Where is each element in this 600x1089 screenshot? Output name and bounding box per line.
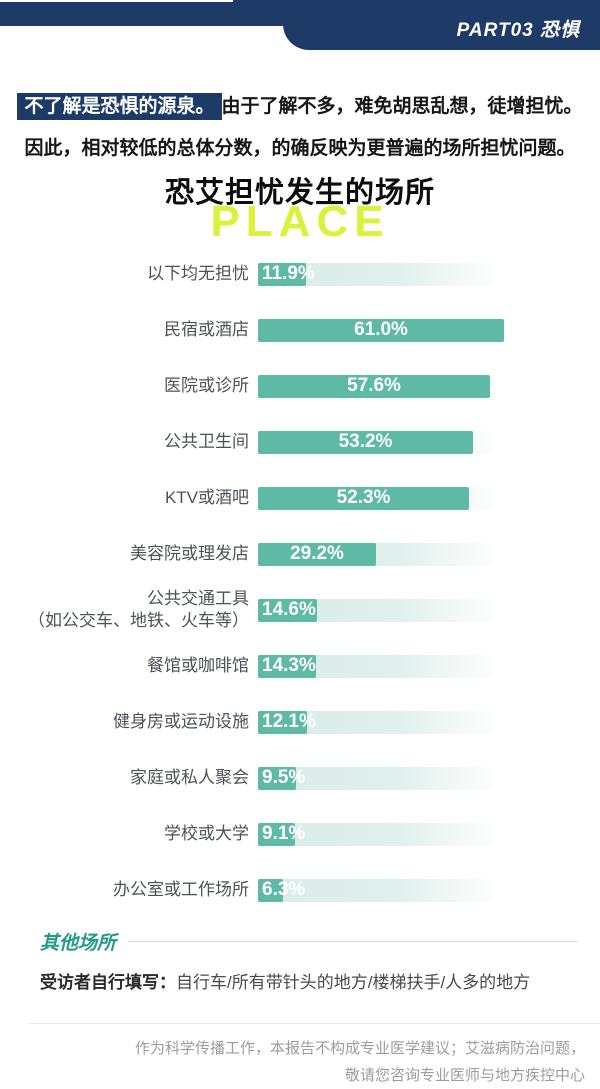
bar-track: 11.9% xyxy=(258,262,510,286)
bar-row: 医院或诊所 57.6% xyxy=(0,358,600,414)
bar-row: 以下均无担忧 11.9% xyxy=(0,246,600,302)
chart-title-block: PLACE 恐艾担忧发生的场所 xyxy=(0,174,600,246)
bar-row: 家庭或私人聚会 9.5% xyxy=(0,750,600,806)
bar-value: 9.5% xyxy=(262,767,306,788)
bar-value: 14.6% xyxy=(262,599,316,620)
bar-fill: 14.6% xyxy=(258,598,317,622)
bar-value: 6.3% xyxy=(262,879,306,900)
bar-category-label-line: 美容院或理发店 xyxy=(130,544,249,563)
bar-value: 12.1% xyxy=(262,711,316,732)
bar-row: KTV或酒吧 52.3% xyxy=(0,470,600,526)
bar-row: 公共交通工具 （如公交车、地铁、火车等） 14.6% xyxy=(0,582,600,638)
bar-track: 14.3% xyxy=(258,654,510,678)
bar-category-label: 美容院或理发店 xyxy=(0,543,258,565)
bar-category-label-line: 健身房或运动设施 xyxy=(113,712,249,731)
bar-value: 53.2% xyxy=(338,431,393,452)
bar-row: 民宿或酒店 61.0% xyxy=(0,302,600,358)
bar-value: 14.3% xyxy=(262,655,316,676)
bar-track: 9.5% xyxy=(258,766,510,790)
bar-category-label-line: 学校或大学 xyxy=(164,824,249,843)
bar-category-label-line: 公共卫生间 xyxy=(164,432,249,451)
intro-line-2: 因此，相对较低的总体分数，的确反映为更普遍的场所担忧问题。 xyxy=(24,138,576,159)
bar-category-label: 医院或诊所 xyxy=(0,375,258,397)
bar-category-label: 以下均无担忧 xyxy=(0,263,258,285)
bar-category-label-line: 家庭或私人聚会 xyxy=(130,768,249,787)
bar-fill: 9.1% xyxy=(258,822,305,846)
part-label: PART03 恐惧 xyxy=(456,19,580,41)
intro-paragraph: 不了解是恐惧的源泉。 由于了解不多，难免胡思乱想，徒增担忧。 因此，相对较低的总体… xyxy=(0,86,600,170)
footer-line-1: 作为科学传播工作，本报告不构成专业医学建议；艾滋病防治问题， xyxy=(134,1040,585,1057)
footer-disclaimer: 作为科学传播工作，本报告不构成专业医学建议；艾滋病防治问题， 敬请您咨询专业医师… xyxy=(28,1023,600,1089)
bar-category-label: 家庭或私人聚会 xyxy=(0,767,258,789)
bar-fill: 52.3% xyxy=(258,486,469,510)
bar-fill: 29.2% xyxy=(258,542,376,566)
title-watermark: PLACE xyxy=(210,197,390,246)
bar-fill: 61.0% xyxy=(258,318,504,342)
bar-category-label-line: 办公室或工作场所 xyxy=(113,880,249,899)
bar-category-label-line: 医院或诊所 xyxy=(164,376,249,395)
bar-category-label-line: 公共交通工具 xyxy=(147,589,249,608)
bar-category-label-line: 民宿或酒店 xyxy=(164,320,249,339)
bar-value: 57.6% xyxy=(347,375,401,396)
bar-fill: 12.1% xyxy=(258,710,316,734)
bar-value: 52.3% xyxy=(336,487,391,508)
other-places-section: 其他场所 受访者自行填写：自行车/所有带针头的地方/楼梯扶手/人多的地方 xyxy=(40,928,578,993)
bar-value: 9.1% xyxy=(262,823,306,844)
bar-category-label: 公共卫生间 xyxy=(0,431,258,453)
bar-track: 53.2% xyxy=(258,430,510,454)
header-banner: PART03 恐惧 xyxy=(0,0,600,50)
bar-fill: 53.2% xyxy=(258,430,473,454)
bar-chart: 以下均无担忧 11.9% 民宿或酒店 61.0% 医院或诊所 57.6% 公共卫生间 53.2… xyxy=(0,246,600,918)
bar-value: 61.0% xyxy=(354,319,408,340)
bar-track: 9.1% xyxy=(258,822,510,846)
other-places-header: 其他场所 xyxy=(40,928,578,955)
header-part-block: PART03 恐惧 xyxy=(283,0,600,50)
bar-category-label: 办公室或工作场所 xyxy=(0,879,258,901)
bar-row: 学校或大学 9.1% xyxy=(0,806,600,862)
bar-category-label-line: KTV或酒吧 xyxy=(164,488,249,507)
bar-value: 11.9% xyxy=(262,263,315,284)
bar-category-label: 民宿或酒店 xyxy=(0,319,258,341)
bar-track: 57.6% xyxy=(258,374,510,398)
bar-track: 12.1% xyxy=(258,710,510,734)
other-places-prefix: 受访者自行填写： xyxy=(40,973,176,992)
bar-value: 29.2% xyxy=(290,543,344,564)
bar-category-sublabel: （如公交车、地铁、火车等） xyxy=(28,611,249,630)
bar-track: 61.0% xyxy=(258,318,510,342)
bar-category-label: 健身房或运动设施 xyxy=(0,711,258,733)
bar-track: 14.6% xyxy=(258,598,510,622)
bar-row: 办公室或工作场所 6.3% xyxy=(0,862,600,918)
bar-category-label: 餐馆或咖啡馆 xyxy=(0,655,258,677)
intro-highlight: 不了解是恐惧的源泉。 xyxy=(17,93,222,120)
bar-row: 美容院或理发店 29.2% xyxy=(0,526,600,582)
bar-fill: 57.6% xyxy=(258,374,490,398)
bar-category-label-line: 以下均无担忧 xyxy=(147,264,249,283)
bar-track: 29.2% xyxy=(258,542,510,566)
bar-row: 餐馆或咖啡馆 14.3% xyxy=(0,638,600,694)
bar-row: 公共卫生间 53.2% xyxy=(0,414,600,470)
bar-fill: 6.3% xyxy=(258,878,305,902)
bar-fill: 9.5% xyxy=(258,766,305,790)
heading-rule-line xyxy=(128,941,578,942)
footer-line-2: 敬请您咨询专业医师与地方疾控中心 xyxy=(344,1067,585,1084)
other-places-text: 受访者自行填写：自行车/所有带针头的地方/楼梯扶手/人多的地方 xyxy=(40,968,578,993)
intro-line-1-rest: 由于了解不多，难免胡思乱想，徒增担忧。 xyxy=(221,96,583,117)
bar-category-label: 公共交通工具 （如公交车、地铁、火车等） xyxy=(0,588,258,632)
bar-category-label-line: 餐馆或咖啡馆 xyxy=(147,656,249,675)
other-places-content: 自行车/所有带针头的地方/楼梯扶手/人多的地方 xyxy=(176,973,531,992)
intro-line-1: 不了解是恐惧的源泉。 由于了解不多，难免胡思乱想，徒增担忧。 xyxy=(0,86,600,128)
bar-track: 52.3% xyxy=(258,486,510,510)
bar-fill: 11.9% xyxy=(258,262,315,286)
bar-category-label: KTV或酒吧 xyxy=(0,487,258,509)
other-places-heading: 其他场所 xyxy=(40,933,117,954)
bar-category-label: 学校或大学 xyxy=(0,823,258,845)
bar-row: 健身房或运动设施 12.1% xyxy=(0,694,600,750)
bar-track: 6.3% xyxy=(258,878,510,902)
bar-fill: 14.3% xyxy=(258,654,316,678)
chart-title: 恐艾担忧发生的场所 xyxy=(164,177,435,209)
